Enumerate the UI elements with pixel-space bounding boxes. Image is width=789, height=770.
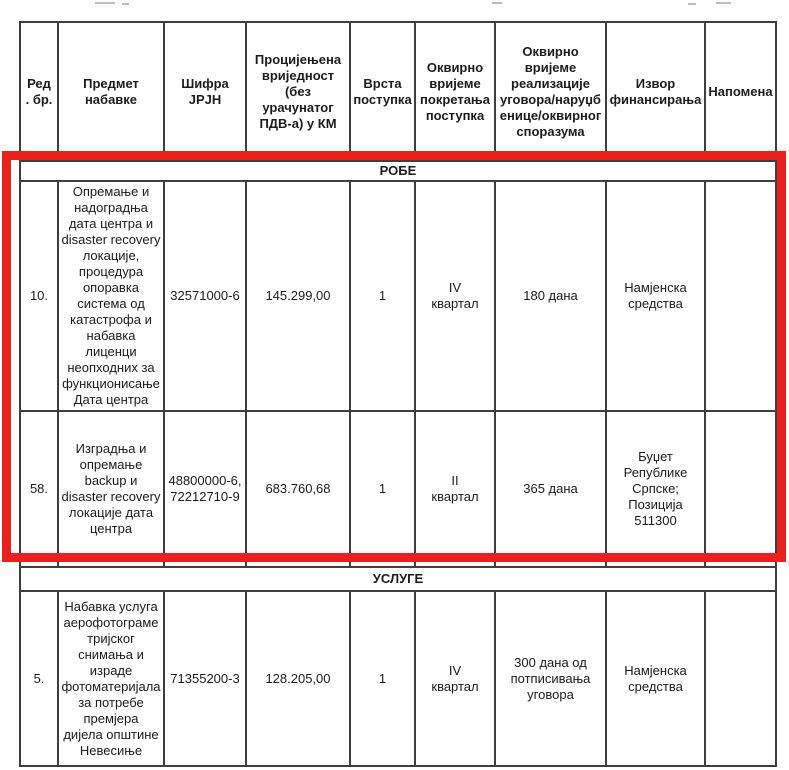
cell-row-number: 5. (19, 590, 59, 767)
header-procurement-subject: Предмет набавке (57, 21, 165, 162)
cell-funding-source: Буџет Републике Српске; Позиција 511300 (605, 410, 706, 568)
cell-note (704, 180, 777, 412)
section-row-goods: РОБЕ (19, 160, 777, 182)
header-row-number: Ред . бр. (19, 21, 59, 162)
cell-start-time: II квартал (414, 410, 496, 568)
header-procedure-type: Врста поступка (349, 21, 416, 162)
section-row-services: УСЛУГЕ (19, 566, 777, 592)
table-row-5: 5. Набавка услуга аерофотограме тријског… (19, 590, 777, 767)
section-label-goods: РОБЕ (19, 160, 777, 182)
header-funding-source: Извор финансирања (605, 21, 706, 162)
cell-estimated-value: 128.205,00 (245, 590, 351, 767)
cell-start-time: IV квартал (414, 180, 496, 412)
table-row-10: 10. Опремање и надоградња дата центра и … (19, 180, 777, 412)
cell-procurement-subject: Изградња и опремање backup и disaster re… (57, 410, 165, 568)
cut-off-text-remnant (122, 3, 129, 5)
header-start-time: Оквирно вријеме покретања поступка (414, 21, 496, 162)
cell-note (704, 410, 777, 568)
cut-off-text-remnant (716, 2, 731, 4)
cut-off-text-remnant (688, 3, 696, 5)
cell-note (704, 590, 777, 767)
cell-jrjn-code: 71355200-3 (163, 590, 247, 767)
header-estimated-value: Процијењена вриједност (без урачунатог П… (245, 21, 351, 162)
cell-duration: 180 дана (494, 180, 607, 412)
procurement-plan-table: Ред . бр. Предмет набавке Шифра ЈРЈН Про… (19, 21, 777, 767)
table-header-row: Ред . бр. Предмет набавке Шифра ЈРЈН Про… (19, 21, 777, 162)
cell-funding-source: Намјенска средства (605, 180, 706, 412)
cell-estimated-value: 683.760,68 (245, 410, 351, 568)
cell-procedure-type: 1 (349, 410, 416, 568)
cell-procurement-subject: Набавка услуга аерофотограме тријског сн… (57, 590, 165, 767)
header-realization-time: Оквирно вријеме реализације уговора/нару… (494, 21, 607, 162)
cell-procedure-type: 1 (349, 180, 416, 412)
cell-jrjn-code: 48800000-6, 72212710-9 (163, 410, 247, 568)
cell-procedure-type: 1 (349, 590, 416, 767)
cell-start-time: IV квартал (414, 590, 496, 767)
cell-procurement-subject: Опремање и надоградња дата центра и disa… (57, 180, 165, 412)
cell-duration: 300 дана од потписивања уговора (494, 590, 607, 767)
cell-row-number: 58. (19, 410, 59, 568)
table-row-58: 58. Изградња и опремање backup и disaste… (19, 410, 777, 568)
cell-row-number: 10. (19, 180, 59, 412)
cell-duration: 365 дана (494, 410, 607, 568)
header-jrjn-code: Шифра ЈРЈН (163, 21, 247, 162)
cell-funding-source: Намјенска средства (605, 590, 706, 767)
section-label-services: УСЛУГЕ (19, 566, 777, 592)
header-note: Напомена (704, 21, 777, 162)
cut-off-text-remnant (492, 2, 502, 4)
cut-off-text-remnant (95, 2, 115, 4)
cell-jrjn-code: 32571000-6 (163, 180, 247, 412)
cell-estimated-value: 145.299,00 (245, 180, 351, 412)
